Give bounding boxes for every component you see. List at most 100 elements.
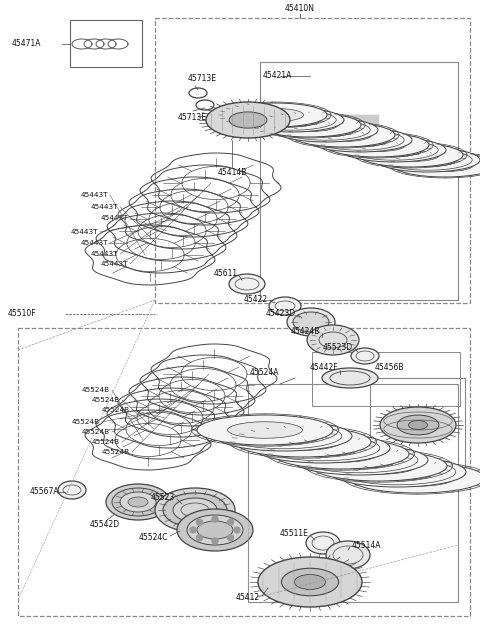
Ellipse shape xyxy=(240,108,344,132)
Bar xyxy=(70,20,142,67)
Circle shape xyxy=(212,516,218,522)
Ellipse shape xyxy=(235,427,371,457)
Ellipse shape xyxy=(342,458,417,474)
Ellipse shape xyxy=(223,103,327,127)
Text: 45524B: 45524B xyxy=(102,407,130,413)
Ellipse shape xyxy=(304,446,378,462)
Text: 45422: 45422 xyxy=(244,295,268,304)
Ellipse shape xyxy=(331,133,389,146)
Text: 45423D: 45423D xyxy=(266,309,296,318)
Ellipse shape xyxy=(292,445,428,475)
Ellipse shape xyxy=(106,484,170,520)
Ellipse shape xyxy=(380,407,456,443)
Ellipse shape xyxy=(365,143,422,157)
Ellipse shape xyxy=(273,439,409,469)
Text: 45443T: 45443T xyxy=(100,261,128,267)
Bar xyxy=(155,18,470,303)
Circle shape xyxy=(228,519,234,525)
Ellipse shape xyxy=(274,118,378,142)
Ellipse shape xyxy=(281,568,338,596)
Text: 45524A: 45524A xyxy=(250,368,279,377)
Ellipse shape xyxy=(393,153,480,177)
Text: 45524B: 45524B xyxy=(92,439,120,445)
Ellipse shape xyxy=(269,297,301,315)
Ellipse shape xyxy=(308,128,412,152)
Text: 45514A: 45514A xyxy=(352,541,382,550)
Ellipse shape xyxy=(306,532,340,554)
Ellipse shape xyxy=(112,488,164,516)
Ellipse shape xyxy=(383,148,440,162)
Ellipse shape xyxy=(258,557,362,607)
Text: 45523: 45523 xyxy=(151,493,175,501)
Ellipse shape xyxy=(326,541,370,569)
Text: 45524B: 45524B xyxy=(82,429,110,435)
Bar xyxy=(370,378,465,473)
Bar xyxy=(260,62,458,300)
Ellipse shape xyxy=(291,123,395,147)
Ellipse shape xyxy=(265,434,340,450)
Ellipse shape xyxy=(376,148,480,172)
Ellipse shape xyxy=(399,153,456,167)
Ellipse shape xyxy=(359,143,463,167)
Ellipse shape xyxy=(257,113,361,137)
Ellipse shape xyxy=(206,102,290,138)
Ellipse shape xyxy=(380,470,455,486)
Text: 45443T: 45443T xyxy=(91,204,118,210)
Text: 45567A: 45567A xyxy=(30,488,60,496)
Ellipse shape xyxy=(58,481,86,499)
Ellipse shape xyxy=(197,415,333,445)
Text: 45524C: 45524C xyxy=(139,533,168,543)
Text: 45412: 45412 xyxy=(236,593,260,602)
Ellipse shape xyxy=(246,108,304,122)
Circle shape xyxy=(196,534,203,541)
Circle shape xyxy=(228,534,234,541)
Ellipse shape xyxy=(349,463,480,493)
Text: 45611: 45611 xyxy=(214,269,238,278)
Ellipse shape xyxy=(307,325,359,355)
Text: 45542D: 45542D xyxy=(90,520,120,529)
Ellipse shape xyxy=(197,521,233,539)
Text: 45421A: 45421A xyxy=(263,70,292,79)
Text: 45410N: 45410N xyxy=(285,4,315,13)
Ellipse shape xyxy=(323,452,397,469)
Ellipse shape xyxy=(228,422,302,438)
Ellipse shape xyxy=(254,433,390,463)
Text: 45511E: 45511E xyxy=(279,529,308,538)
Text: 45442F: 45442F xyxy=(310,363,338,373)
Ellipse shape xyxy=(155,488,235,532)
Text: 45524B: 45524B xyxy=(82,387,110,393)
Text: 45443T: 45443T xyxy=(81,192,108,198)
Ellipse shape xyxy=(229,274,265,294)
Text: 45471A: 45471A xyxy=(12,39,41,48)
Ellipse shape xyxy=(311,451,447,481)
Circle shape xyxy=(190,527,196,533)
Ellipse shape xyxy=(408,420,428,429)
Ellipse shape xyxy=(128,497,148,507)
Ellipse shape xyxy=(294,574,325,590)
Ellipse shape xyxy=(322,368,378,388)
Ellipse shape xyxy=(330,457,466,487)
Ellipse shape xyxy=(264,113,321,127)
Ellipse shape xyxy=(120,492,156,512)
Ellipse shape xyxy=(216,421,352,451)
Ellipse shape xyxy=(348,138,406,152)
Circle shape xyxy=(212,538,218,544)
Ellipse shape xyxy=(187,515,243,545)
Ellipse shape xyxy=(247,428,322,444)
Ellipse shape xyxy=(314,129,372,141)
Text: 45524B: 45524B xyxy=(102,449,130,455)
Ellipse shape xyxy=(173,498,217,522)
Text: 45443T: 45443T xyxy=(100,215,128,221)
Ellipse shape xyxy=(293,312,329,332)
Text: 45456B: 45456B xyxy=(375,363,405,372)
Ellipse shape xyxy=(397,415,439,435)
Ellipse shape xyxy=(177,509,253,551)
Text: 45713E: 45713E xyxy=(188,74,217,83)
Text: 45443T: 45443T xyxy=(71,229,98,235)
Text: 45510F: 45510F xyxy=(8,309,36,318)
Bar xyxy=(248,384,458,602)
Text: 45414B: 45414B xyxy=(218,168,247,177)
Ellipse shape xyxy=(416,158,474,172)
Circle shape xyxy=(196,519,203,525)
Circle shape xyxy=(234,527,240,533)
